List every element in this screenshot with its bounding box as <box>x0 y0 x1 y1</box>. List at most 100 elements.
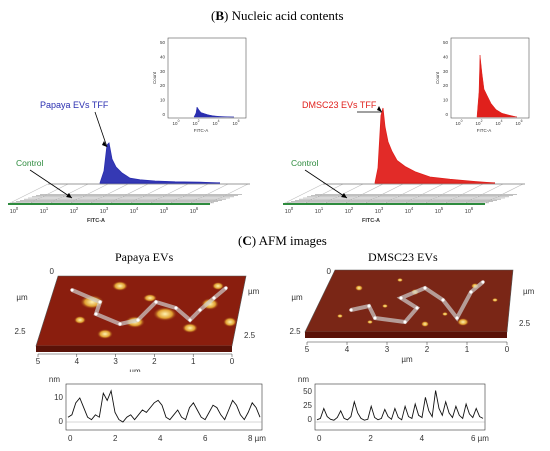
series-arrow <box>94 111 108 148</box>
afm-xtick: 5 <box>36 357 41 366</box>
axis-tick-label: 100 <box>10 206 19 215</box>
axis-tick-label: 101 <box>40 206 49 215</box>
afm-xtick: 0 <box>230 357 235 366</box>
inset-ytick: 30 <box>160 69 166 74</box>
profile-frame <box>65 383 263 431</box>
section-b-text: Nucleic acid contents <box>231 8 344 23</box>
afm-particle <box>112 281 128 291</box>
profile-papaya: nm 10 00 2 4 6 8 µm <box>49 375 266 443</box>
afm-papaya-title: Papaya EVs <box>115 250 174 264</box>
depth-grid-line <box>302 183 344 205</box>
afm-yunit: µm <box>291 293 303 302</box>
afm-xtick: 2 <box>152 357 157 366</box>
inset-xlabel: FITC-A <box>194 128 209 133</box>
axis-label: FITC-A <box>362 218 380 224</box>
depth-grid-line <box>442 183 484 205</box>
afm-xtick: 1 <box>191 357 196 366</box>
afm-image-dmsc23: 0 µm 2.5 µm 2.5 5 4 3 2 1 0 µm <box>289 267 534 364</box>
scan-node <box>224 286 228 290</box>
section-b-letter: B <box>215 8 225 23</box>
inset-ytick: 20 <box>443 83 449 88</box>
scan-node <box>98 300 102 304</box>
inset-xtick: 102 <box>476 119 483 126</box>
series-label: Papaya EVs TFF <box>40 100 109 110</box>
depth-grid-line <box>167 183 209 205</box>
afm-yunit-right: µm <box>248 287 260 296</box>
afm-particle <box>355 285 363 291</box>
afm-ytick: 2.5 <box>289 327 301 336</box>
afm-particle <box>442 312 448 316</box>
afm-dmsc23-title: DMSC23 EVs <box>368 250 438 264</box>
axis-tick-label: 101 <box>315 206 324 215</box>
profile-xtick: 0 <box>68 434 73 443</box>
axis-tick-label: 102 <box>345 206 354 215</box>
afm-xtick: 4 <box>345 345 350 354</box>
inset-xtick: 104 <box>213 119 220 126</box>
axis-tick-label: 103 <box>375 206 384 215</box>
inset-xtick: 100 <box>456 119 463 126</box>
afm-particle <box>212 282 224 290</box>
scan-node <box>94 312 98 316</box>
scan-node <box>70 288 74 292</box>
afm-particle <box>457 318 469 326</box>
depth-grid-line <box>402 183 444 205</box>
depth-grid-line <box>147 183 189 205</box>
scan-node <box>349 308 353 312</box>
profile-ytick: 0 <box>59 417 64 426</box>
afm-image-papaya: 0 µm 2.5 µm 2.5 5 4 3 2 1 0 µm <box>14 267 260 372</box>
inset-xtick: 106 <box>233 119 240 126</box>
afm-xtick: 4 <box>75 357 80 366</box>
inset-ytick: 40 <box>160 54 166 59</box>
depth-grid-line <box>67 183 109 205</box>
profile-xtick: 0 <box>317 434 322 443</box>
depth-grid-line <box>7 183 49 205</box>
afm-particle <box>143 294 157 302</box>
inset-ytick: 0 <box>445 112 448 117</box>
profile-trace <box>316 390 484 421</box>
afm-particle <box>382 304 388 308</box>
section-c-text: AFM images <box>258 233 327 248</box>
series-arrowhead <box>102 141 107 147</box>
inset-xtick: 106 <box>516 119 523 126</box>
axis-tick-label: 100 <box>285 206 294 215</box>
profile-xtick: 6 <box>203 434 208 443</box>
depth-grid-line <box>282 183 324 205</box>
scan-node <box>423 286 427 290</box>
profile-xtick: 4 <box>158 434 163 443</box>
depth-grid-line <box>187 183 229 205</box>
afm-ytick: 0 <box>50 267 55 276</box>
control-label: Control <box>16 158 44 168</box>
axis-tick-label: 104 <box>405 206 414 215</box>
axis-tick-label: 105 <box>435 206 444 215</box>
depth-grid-line <box>462 183 504 205</box>
afm-surface-side <box>36 346 232 352</box>
afm-yunit: µm <box>16 293 28 302</box>
profile-ytick: 50 <box>303 387 312 396</box>
depth-grid-line <box>322 183 364 205</box>
afm-particle <box>397 278 403 282</box>
inset-ylabel: Count <box>152 71 157 84</box>
axis-tick-label: 103 <box>100 206 109 215</box>
profile-xtick: 4 <box>420 434 425 443</box>
depth-grid-line <box>87 183 129 205</box>
axis-tick-label: 104 <box>130 206 139 215</box>
inset-ytick: 0 <box>162 112 165 117</box>
series-arrowhead <box>377 106 382 112</box>
depth-grid-line <box>342 183 384 205</box>
inset-xtick: 100 <box>173 119 180 126</box>
sample-histogram <box>99 142 221 184</box>
inset-ytick: 30 <box>443 69 449 74</box>
profile-ylabel: nm <box>298 375 309 384</box>
inset-xtick: 102 <box>193 119 200 126</box>
inset-histogram <box>193 106 235 118</box>
afm-particle <box>74 316 86 324</box>
afm-particle <box>153 307 177 321</box>
depth-grid-line <box>107 183 149 205</box>
section-c-title: (C) AFM images <box>238 233 327 248</box>
profile-xtick: 6 µm <box>471 434 489 443</box>
afm-ytick: 2.5 <box>14 327 26 336</box>
afm-xunit: µm <box>129 367 141 372</box>
